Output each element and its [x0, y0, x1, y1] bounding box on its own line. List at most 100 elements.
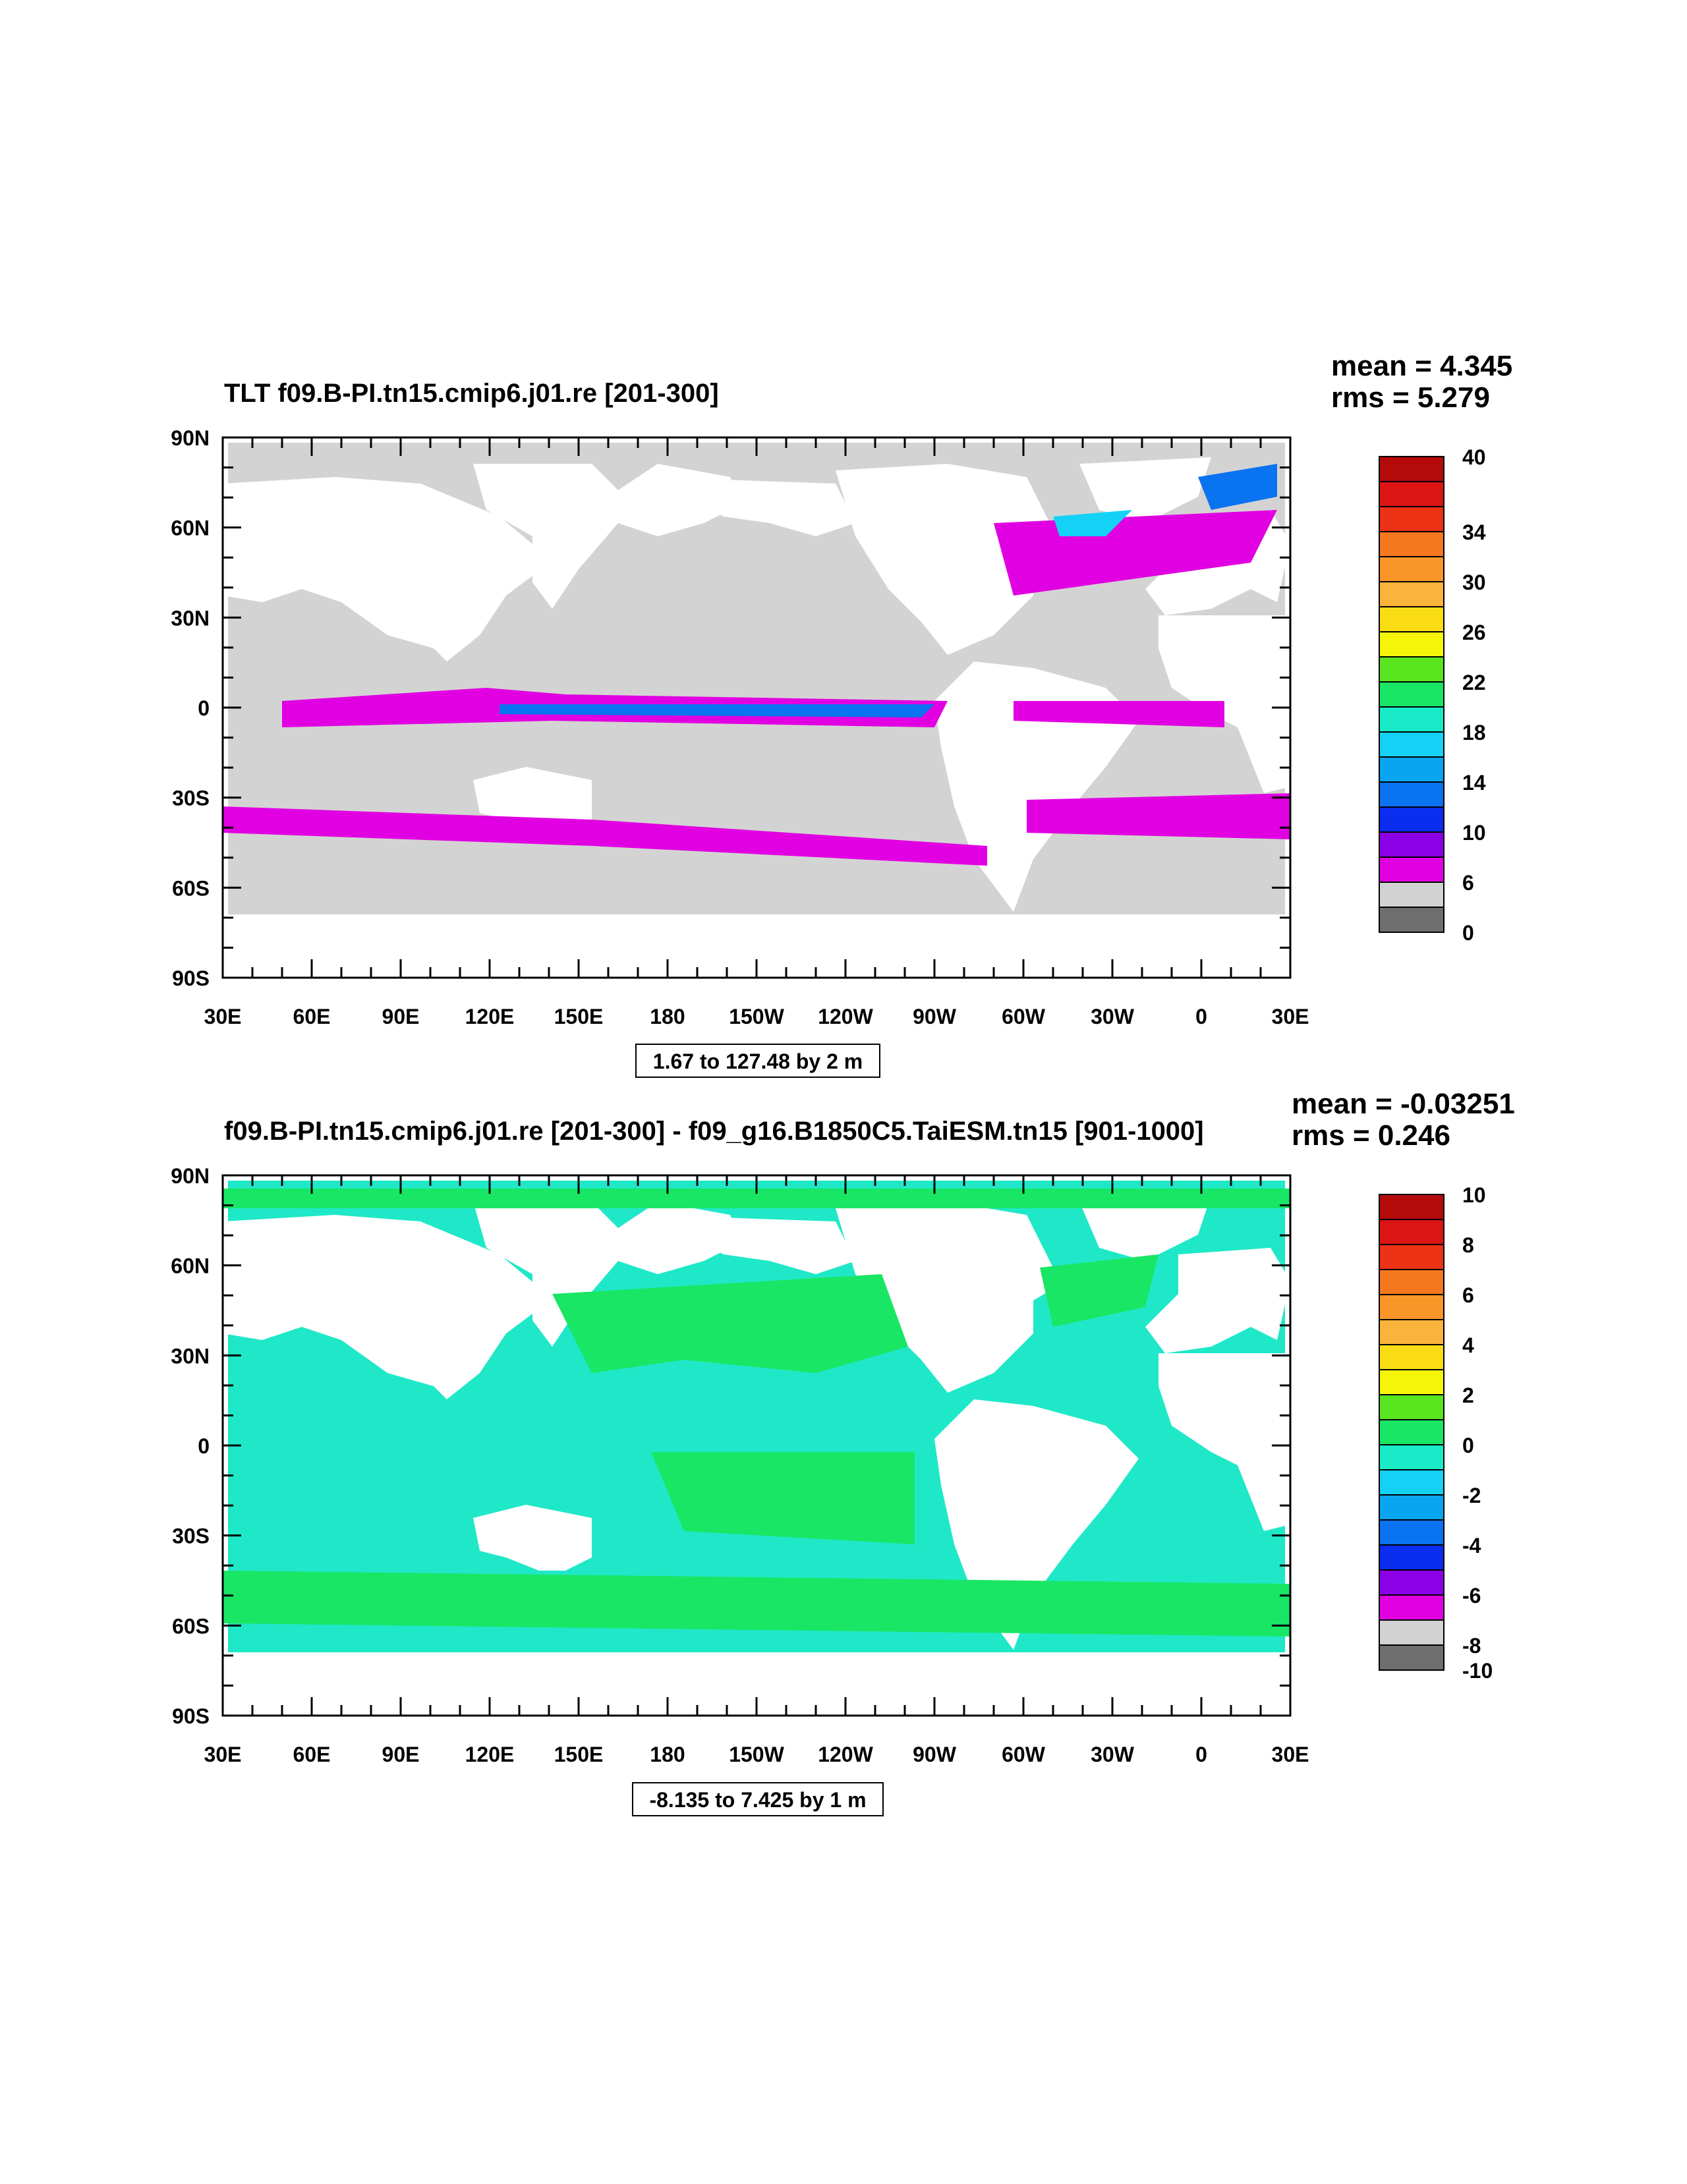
colorbar-segment: [1379, 456, 1444, 482]
lon-label: 30W: [1091, 1005, 1135, 1028]
lat-label: 60N: [171, 1254, 210, 1278]
colorbar: 0 6 10 14 18 22 26 30 34 40: [1379, 445, 1486, 945]
colorbar-segment: [1379, 1244, 1444, 1270]
colorbar-label: 6: [1462, 871, 1474, 895]
colorbar-segment: [1379, 556, 1444, 582]
colorbar-label: -8: [1462, 1634, 1481, 1658]
lon-axis-labels: 30E 60E 90E 120E 150E 180 150W 120W 90W 60W 30W 0 30…: [204, 1005, 1309, 1028]
map-area: [221, 436, 1292, 979]
lon-label: 60W: [1002, 1005, 1046, 1028]
axis-ticks: [221, 436, 1292, 979]
colorbar-segment: [1379, 631, 1444, 658]
colorbar-segment: [1379, 1294, 1444, 1320]
colorbar-label: 2: [1462, 1384, 1474, 1407]
colorbar-segment: [1379, 656, 1444, 683]
colorbar-segment: [1379, 1394, 1444, 1420]
lat-label: 0: [198, 696, 210, 720]
colorbar-segment: [1379, 681, 1444, 708]
lat-label: 60N: [171, 517, 210, 540]
colorbar-label: 0: [1462, 1434, 1474, 1457]
lon-label: 60E: [293, 1743, 331, 1766]
lon-label: 60E: [293, 1005, 331, 1028]
lon-label: 30W: [1091, 1743, 1135, 1766]
lon-label: 180: [650, 1743, 685, 1766]
lon-label: 90E: [382, 1005, 420, 1028]
colorbar-label: 22: [1462, 671, 1486, 694]
lon-label: 90W: [913, 1743, 957, 1766]
colorbar-segment: [1379, 1319, 1444, 1345]
colorbar-segment: [1379, 1569, 1444, 1596]
colorbar-segment: [1379, 581, 1444, 607]
colorbar-segment: [1379, 1444, 1444, 1470]
axis-ticks: [221, 1174, 1292, 1717]
colorbar-segment: [1379, 907, 1444, 933]
lon-label: 0: [1195, 1005, 1207, 1028]
colorbar-label: 8: [1462, 1233, 1474, 1257]
colorbar-segment: [1379, 1269, 1444, 1295]
colorbar-segment: [1379, 1644, 1444, 1671]
colorbar-segment: [1379, 1344, 1444, 1370]
lon-label: 0: [1195, 1743, 1207, 1766]
lon-label: 120E: [465, 1743, 515, 1766]
colorbar-label: 10: [1462, 821, 1486, 845]
lon-label: 120E: [465, 1005, 515, 1028]
colorbar-segment: [1379, 481, 1444, 507]
colorbar-label: -10: [1462, 1659, 1493, 1683]
panel-title: TLT f09.B-PI.tn15.cmip6.j01.re [201-300]: [224, 379, 719, 408]
lat-label: 60S: [172, 1614, 210, 1638]
lat-axis-labels: 90N 60N 30N 0 30S 60S 90S: [171, 1164, 210, 1728]
lon-label: 90E: [382, 1743, 420, 1766]
colorbar-label: 40: [1462, 445, 1486, 469]
colorbar-segment: [1379, 506, 1444, 532]
lat-label: 90N: [171, 1164, 210, 1188]
colorbar-segment: [1379, 1594, 1444, 1621]
rms-label: rms = 0.246: [1292, 1119, 1450, 1152]
colorbar-segment: [1379, 831, 1444, 858]
lat-label: 30S: [172, 787, 210, 810]
range-label: -8.135 to 7.425 by 1 m: [649, 1788, 866, 1812]
lon-label: 30E: [1272, 1743, 1309, 1766]
range-box: -8.135 to 7.425 by 1 m: [632, 1782, 884, 1816]
panel-top: TLT f09.B-PI.tn15.cmip6.j01.re [201-300]…: [171, 350, 1512, 1078]
lon-label: 180: [650, 1005, 685, 1028]
colorbar-label: 14: [1462, 771, 1486, 795]
colorbar-label: 0: [1462, 921, 1474, 945]
colorbar-label: 4: [1462, 1333, 1474, 1357]
land-masses: [223, 1195, 1290, 1716]
lon-label: 30E: [1272, 1005, 1309, 1028]
colorbar-segment: [1379, 806, 1444, 833]
colorbar-label: -2: [1462, 1484, 1481, 1507]
colorbar-segment: [1379, 1419, 1444, 1445]
lat-label: 30N: [171, 606, 210, 630]
lon-label: 120W: [818, 1005, 873, 1028]
colorbar-label: 26: [1462, 621, 1486, 644]
field-highlights: [223, 464, 1290, 866]
colorbar-segment: [1379, 1544, 1444, 1571]
lat-label: 90N: [171, 426, 210, 450]
lon-label: 150W: [729, 1005, 784, 1028]
panel-bottom: f09.B-PI.tn15.cmip6.j01.re [201-300] - f…: [171, 1088, 1515, 1816]
lon-label: 150E: [554, 1005, 604, 1028]
field-highlights: [223, 1189, 1290, 1637]
colorbar-label: 10: [1462, 1183, 1486, 1207]
colorbar-label: -6: [1462, 1584, 1481, 1608]
lat-label: 30S: [172, 1525, 210, 1548]
lat-label: 60S: [172, 876, 210, 900]
range-box: 1.67 to 127.48 by 2 m: [635, 1044, 880, 1078]
lon-axis-labels: 30E 60E 90E 120E 150E 180 150W 120W 90W 60W 30W 0 30…: [204, 1743, 1309, 1766]
lat-axis-labels: 90N 60N 30N 0 30S 60S 90S: [171, 426, 210, 990]
lat-label: 90S: [172, 966, 210, 990]
colorbar-label: 34: [1462, 520, 1486, 544]
colorbar-segment: [1379, 882, 1444, 908]
lat-label: 30N: [171, 1344, 210, 1368]
colorbar-segment: [1379, 706, 1444, 733]
map-area: [221, 1174, 1292, 1717]
colorbar-segment: [1379, 756, 1444, 783]
lon-label: 60W: [1002, 1743, 1046, 1766]
colorbar-label: 6: [1462, 1283, 1474, 1307]
colorbar: -10-8 -6 -4 -2 0 2 4 6 8 10: [1379, 1183, 1493, 1683]
colorbar-segment: [1379, 1219, 1444, 1245]
colorbar-segment: [1379, 731, 1444, 758]
colorbar-label: 30: [1462, 571, 1486, 594]
lon-label: 30E: [204, 1743, 242, 1766]
